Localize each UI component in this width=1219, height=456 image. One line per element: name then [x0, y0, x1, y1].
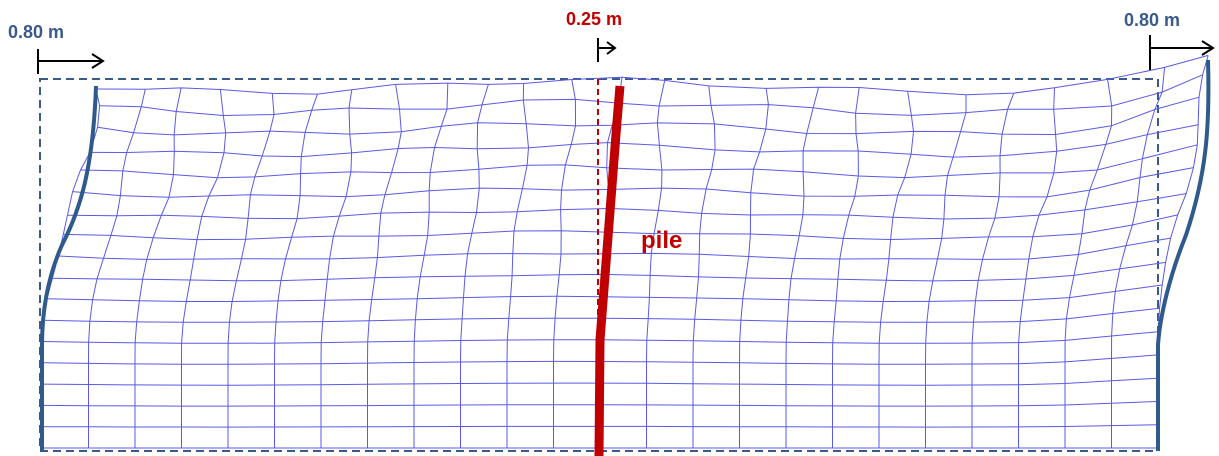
mesh-column-line: [460, 84, 489, 448]
pile-label: pile: [641, 227, 682, 254]
mesh-column-line: [878, 91, 915, 448]
mesh-column-line: [832, 87, 860, 448]
mesh-column-line: [971, 92, 1015, 448]
mesh-column-line: [646, 80, 666, 448]
mesh-column-line: [506, 83, 530, 448]
right-displacement-label: 0.80 m: [1124, 10, 1180, 30]
mesh-column-line: [320, 89, 353, 448]
mesh-column-line: [1157, 55, 1209, 448]
mesh-column-line: [367, 84, 402, 448]
mesh-column-line: [692, 85, 716, 448]
mesh-row-line: [97, 96, 1200, 136]
mesh-column-line: [1111, 67, 1166, 448]
mesh-column-line: [785, 87, 820, 448]
left-displacement-label: 0.80 m: [8, 22, 64, 42]
deformed-mesh: [41, 54, 1209, 449]
mesh-row-line: [80, 144, 1198, 179]
mesh-row-line: [67, 193, 1187, 220]
pile: [594, 85, 625, 456]
mesh-column-line: [553, 79, 577, 448]
mesh-column-line: [413, 83, 449, 448]
pile-arrow-head: [606, 41, 617, 55]
right-arrow-head: [1201, 40, 1215, 56]
mesh-column-line: [1064, 79, 1113, 448]
mesh-row-line: [58, 237, 1171, 260]
mesh-column-line: [227, 93, 275, 448]
mesh-column-line: [739, 88, 769, 448]
left-boundary-deformed: [40, 85, 98, 451]
left-arrow-head: [91, 53, 105, 69]
pile-displacement-label: 0.25 m: [566, 9, 622, 29]
mesh-column-line: [134, 87, 182, 448]
mesh-column-line: [925, 94, 967, 448]
mesh-column-line: [274, 93, 318, 448]
mesh-row-line: [63, 214, 1178, 241]
mesh-column-line: [88, 89, 146, 448]
mesh-row-line: [99, 74, 1203, 117]
mesh-column-line: [181, 89, 227, 448]
mesh-row-line: [95, 54, 1209, 96]
right-boundary-deformed: [1156, 59, 1211, 451]
mesh-row-line: [72, 167, 1194, 198]
mesh-row-line: [89, 124, 1199, 158]
mesh-column-line: [1018, 87, 1058, 448]
